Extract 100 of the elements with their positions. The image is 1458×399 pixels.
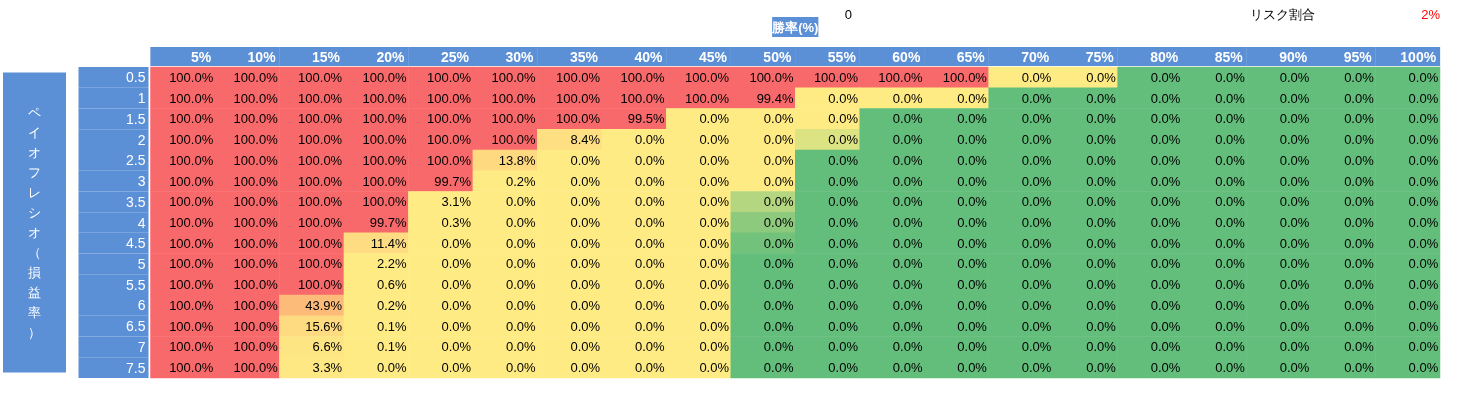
data-label: 11.4% xyxy=(370,235,408,251)
data-label: 3.1% xyxy=(441,194,472,210)
data-label: 0.0% xyxy=(828,297,859,313)
data-label: 0.0% xyxy=(828,132,859,148)
y-tick-label: 5.5 xyxy=(126,276,146,293)
data-label: 0.0% xyxy=(1215,256,1246,272)
x-tick-label: 70% xyxy=(1021,48,1050,65)
data-label: 0.0% xyxy=(1021,339,1052,355)
y-tick-label: 1 xyxy=(137,90,146,107)
data-label: 100.0% xyxy=(169,173,214,189)
data-label: 0.0% xyxy=(892,215,923,230)
data-label: 0.0% xyxy=(570,318,601,334)
x-tick-label: 60% xyxy=(892,48,921,65)
data-label: 0.0% xyxy=(1150,235,1181,251)
data-label: 0.0% xyxy=(763,132,794,148)
data-label: 0.0% xyxy=(505,194,537,210)
y-tick-label: 2.5 xyxy=(126,152,146,169)
data-label: 100.0% xyxy=(169,69,214,85)
data-label: 0.0% xyxy=(1408,339,1439,355)
data-label: 0.0% xyxy=(699,339,730,355)
data-label: 100.0% xyxy=(233,132,279,148)
data-label: 0.0% xyxy=(957,111,988,127)
data-label: 0.0% xyxy=(1150,339,1181,355)
data-label: 0.0% xyxy=(1215,111,1246,127)
data-label: 100.0% xyxy=(233,111,279,127)
data-label: 0.0% xyxy=(957,173,988,189)
data-label: 0.0% xyxy=(1408,297,1439,313)
data-label: 2.2% xyxy=(377,256,408,272)
data-label: 0.0% xyxy=(1215,132,1246,148)
data-label: 100.0% xyxy=(555,111,601,127)
x-tick-label: 5% xyxy=(190,48,212,65)
data-label: 0.0% xyxy=(1086,256,1117,272)
x-tick-label: 65% xyxy=(956,48,986,65)
data-label: 0.0% xyxy=(1086,318,1117,334)
data-label: 0.0% xyxy=(1021,173,1052,189)
data-label: 0.0% xyxy=(1150,90,1181,106)
data-label: 0.0% xyxy=(1344,111,1375,127)
data-label: 100.0% xyxy=(169,277,214,293)
data-label: 0.0% xyxy=(570,235,601,251)
data-label: 0.0% xyxy=(892,297,923,313)
data-label: 100.0% xyxy=(298,277,343,293)
data-label: 0.0% xyxy=(1215,297,1246,313)
data-label: 0.0% xyxy=(1086,69,1117,85)
data-label: 0.0% xyxy=(828,215,859,230)
data-label: 0.0% xyxy=(828,90,859,106)
data-label: 100.0% xyxy=(362,132,408,148)
data-label: 0.0% xyxy=(1344,360,1375,376)
data-label: 0.0% xyxy=(634,152,665,168)
data-label: 100.0% xyxy=(233,69,279,85)
data-label: 100.0% xyxy=(427,69,472,85)
data-label: 0.1% xyxy=(377,318,408,334)
data-label: 100.0% xyxy=(169,235,214,251)
data-label: 100.0% xyxy=(298,256,343,272)
data-label: 0.0% xyxy=(828,256,859,272)
data-label: 0.0% xyxy=(828,152,859,168)
data-label: 0.3% xyxy=(441,215,472,230)
data-label: 0.0% xyxy=(957,152,988,168)
data-label: 100.0% xyxy=(362,173,408,189)
data-label: 0.0% xyxy=(957,90,988,106)
data-label: 0.0% xyxy=(1086,90,1117,106)
data-label: 0.0% xyxy=(1344,132,1375,148)
data-label: 0.0% xyxy=(1086,173,1117,189)
data-label: 0.0% xyxy=(1344,173,1375,189)
data-label: 0.6% xyxy=(377,277,408,293)
data-label: 0.0% xyxy=(570,256,601,272)
data-label: 0.0% xyxy=(1408,360,1439,376)
data-label: 0.0% xyxy=(699,360,730,376)
data-label: 99.7% xyxy=(434,173,472,189)
y-tick-label: 3 xyxy=(137,173,146,190)
data-label: 100.0% xyxy=(169,297,214,313)
data-label: 0.0% xyxy=(1408,132,1439,148)
data-label: 0.0% xyxy=(505,256,537,272)
y-tick-label: 7 xyxy=(137,338,146,355)
data-label: 0.0% xyxy=(1408,256,1439,272)
data-label: 0.0% xyxy=(1344,152,1375,168)
y-tick-label: 0.5 xyxy=(126,69,146,86)
data-label: 0.0% xyxy=(570,297,601,313)
data-label: 0.0% xyxy=(763,152,794,168)
data-label: 100.0% xyxy=(233,194,279,210)
x-tick-label: 95% xyxy=(1343,48,1373,65)
y-tick-label: 4.5 xyxy=(126,235,146,252)
data-label: 0.0% xyxy=(1344,69,1375,85)
data-label: 0.0% xyxy=(1150,215,1181,230)
data-label: 0.0% xyxy=(828,173,859,189)
data-label: 0.0% xyxy=(634,297,665,313)
data-label: 0.0% xyxy=(957,277,988,293)
data-label: 0.1% xyxy=(377,339,408,355)
data-label: 0.0% xyxy=(1086,111,1117,127)
data-label: 0.0% xyxy=(1408,111,1439,127)
data-label: 0.0% xyxy=(1408,235,1439,251)
data-label: 0.0% xyxy=(1215,215,1246,230)
x-tick-label: 80% xyxy=(1150,48,1179,65)
data-label: 0.0% xyxy=(377,360,408,376)
text: 0 xyxy=(844,6,852,22)
data-label: 0.0% xyxy=(570,173,601,189)
data-label: 0.0% xyxy=(634,339,665,355)
data-label: 0.0% xyxy=(1408,215,1439,230)
data-label: 0.0% xyxy=(763,235,794,251)
data-label: 0.0% xyxy=(763,277,794,293)
data-label: 100.0% xyxy=(620,69,665,85)
